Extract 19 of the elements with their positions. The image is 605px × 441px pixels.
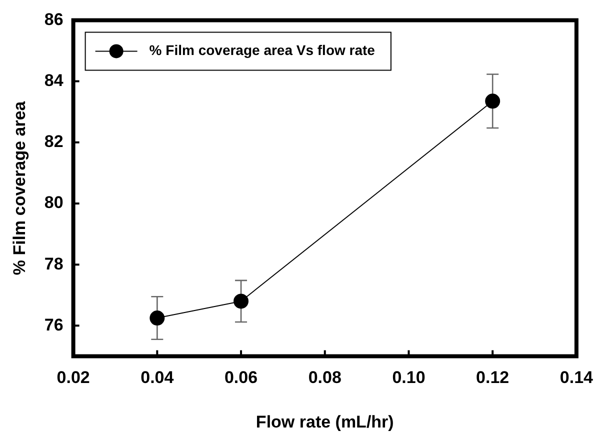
x-tick-label: 0.10 xyxy=(392,368,426,388)
y-tick-label: 82 xyxy=(44,132,64,152)
x-axis-title: Flow rate (mL/hr) xyxy=(256,412,394,432)
point xyxy=(485,94,500,109)
x-tick-label: 0.14 xyxy=(560,368,594,388)
x-tick-label: 0.02 xyxy=(56,368,90,388)
y-tick-label: 78 xyxy=(44,254,64,274)
y-tick-label: 80 xyxy=(44,193,64,212)
x-tick-label: 0.06 xyxy=(224,368,258,388)
x-tick-label: 0.04 xyxy=(140,368,174,388)
y-axis-title: % Film coverage area xyxy=(10,100,29,276)
point xyxy=(234,294,249,309)
y-tick-label: 76 xyxy=(44,315,64,334)
x-tick-label: 0.12 xyxy=(476,368,510,388)
y-tick-label: 86 xyxy=(44,10,64,29)
legend-label: % Film coverage area Vs flow rate xyxy=(149,42,376,58)
x-tick-label: 0.08 xyxy=(308,368,342,388)
point xyxy=(150,310,165,326)
y-tick-label: 84 xyxy=(44,70,64,90)
